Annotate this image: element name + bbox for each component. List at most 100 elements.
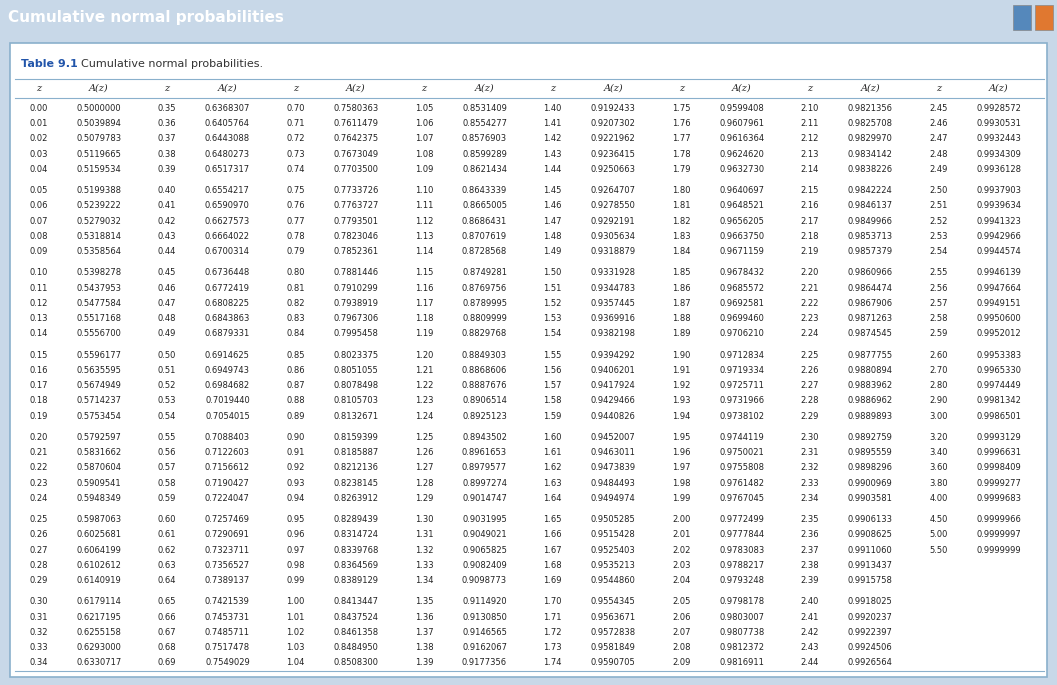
Text: 0.9974449: 0.9974449 [977, 381, 1021, 390]
Text: 0.5039894: 0.5039894 [76, 119, 122, 128]
Text: 0.7156612: 0.7156612 [205, 464, 249, 473]
Text: 1.69: 1.69 [543, 576, 562, 585]
Text: 0.5596177: 0.5596177 [76, 351, 122, 360]
Text: A(z): A(z) [731, 84, 752, 93]
Text: 0.8105703: 0.8105703 [334, 397, 378, 406]
Text: 0.6700314: 0.6700314 [205, 247, 249, 256]
Text: 0.9838226: 0.9838226 [848, 165, 893, 174]
Text: 2.38: 2.38 [800, 561, 819, 570]
Text: 1.73: 1.73 [543, 643, 562, 652]
Text: 0.9913437: 0.9913437 [848, 561, 893, 570]
Text: 0.8643339: 0.8643339 [462, 186, 507, 195]
Text: 1.14: 1.14 [415, 247, 433, 256]
Text: 0.9344783: 0.9344783 [591, 284, 635, 292]
Text: z: z [165, 84, 169, 93]
Text: 0.14: 0.14 [30, 329, 48, 338]
Text: 0.9926564: 0.9926564 [848, 658, 893, 667]
Text: 1.24: 1.24 [415, 412, 433, 421]
Text: 0.9563671: 0.9563671 [591, 612, 635, 622]
Text: 1.03: 1.03 [286, 643, 304, 652]
Text: 0.7910299: 0.7910299 [334, 284, 378, 292]
Text: 2.31: 2.31 [800, 448, 819, 457]
Text: 0.8769756: 0.8769756 [462, 284, 507, 292]
Text: 0.7485711: 0.7485711 [205, 628, 249, 637]
Text: 0.8023375: 0.8023375 [333, 351, 378, 360]
Text: 1.20: 1.20 [415, 351, 433, 360]
Text: 1.16: 1.16 [415, 284, 433, 292]
Text: 1.46: 1.46 [543, 201, 562, 210]
Text: 0.9803007: 0.9803007 [719, 612, 764, 622]
Text: 0.02: 0.02 [30, 134, 48, 143]
Text: 2.43: 2.43 [800, 643, 819, 652]
Text: A(z): A(z) [347, 84, 366, 93]
Text: 0.5477584: 0.5477584 [76, 299, 122, 308]
Text: 2.45: 2.45 [929, 104, 947, 113]
Text: 1.86: 1.86 [672, 284, 690, 292]
Text: 0.92: 0.92 [286, 464, 304, 473]
Text: 2.12: 2.12 [800, 134, 819, 143]
Text: 0.9264707: 0.9264707 [591, 186, 635, 195]
Text: 1.17: 1.17 [415, 299, 433, 308]
Text: 0.7580363: 0.7580363 [333, 104, 378, 113]
Text: 0.9318879: 0.9318879 [591, 247, 635, 256]
Text: 1.83: 1.83 [672, 232, 690, 241]
Text: 0.7019440: 0.7019440 [205, 397, 249, 406]
Text: 0.9236415: 0.9236415 [591, 149, 635, 159]
Text: 0.9719334: 0.9719334 [719, 366, 764, 375]
Text: 0.7642375: 0.7642375 [333, 134, 378, 143]
Text: A(z): A(z) [989, 84, 1008, 93]
Text: 0.7257469: 0.7257469 [205, 515, 249, 524]
Text: 1.41: 1.41 [543, 119, 562, 128]
Text: 1.78: 1.78 [672, 149, 690, 159]
Text: 0.6330717: 0.6330717 [76, 658, 122, 667]
Text: A(z): A(z) [89, 84, 109, 93]
Text: 0.7995458: 0.7995458 [334, 329, 378, 338]
Text: 0.7793501: 0.7793501 [334, 216, 378, 225]
Text: 2.15: 2.15 [800, 186, 819, 195]
Text: 0.7881446: 0.7881446 [333, 269, 378, 277]
Text: 0.6140919: 0.6140919 [76, 576, 122, 585]
Text: 2.27: 2.27 [800, 381, 819, 390]
Text: 2.13: 2.13 [800, 149, 819, 159]
Text: 2.21: 2.21 [800, 284, 819, 292]
Text: 0.74: 0.74 [286, 165, 304, 174]
Text: 0.39: 0.39 [157, 165, 177, 174]
Text: 1.08: 1.08 [415, 149, 433, 159]
Text: 1.35: 1.35 [415, 597, 433, 606]
Text: 0.5119665: 0.5119665 [76, 149, 122, 159]
Text: 0.9772499: 0.9772499 [719, 515, 764, 524]
Text: 3.60: 3.60 [929, 464, 948, 473]
Text: 1.36: 1.36 [414, 612, 433, 622]
Text: 0.27: 0.27 [30, 546, 48, 555]
Text: 0.90: 0.90 [286, 433, 304, 442]
Text: 0.9663750: 0.9663750 [719, 232, 764, 241]
FancyBboxPatch shape [10, 43, 1047, 677]
Text: 0.8979577: 0.8979577 [462, 464, 507, 473]
Text: 0.40: 0.40 [157, 186, 177, 195]
Text: 2.47: 2.47 [929, 134, 948, 143]
Text: 0.06: 0.06 [30, 201, 48, 210]
Text: 0.9544860: 0.9544860 [591, 576, 635, 585]
Text: 0.9895559: 0.9895559 [848, 448, 893, 457]
Text: 1.66: 1.66 [543, 530, 562, 540]
Text: 0.9900969: 0.9900969 [848, 479, 893, 488]
Text: Cumulative normal probabilities: Cumulative normal probabilities [8, 10, 284, 25]
Text: 0.8339768: 0.8339768 [333, 546, 378, 555]
Text: 0.9936128: 0.9936128 [977, 165, 1021, 174]
Text: 0.5753454: 0.5753454 [76, 412, 122, 421]
Text: 0.55: 0.55 [157, 433, 177, 442]
Text: 1.23: 1.23 [415, 397, 433, 406]
Text: 2.57: 2.57 [929, 299, 948, 308]
Text: 0.9911060: 0.9911060 [848, 546, 893, 555]
Text: 0.6772419: 0.6772419 [205, 284, 249, 292]
FancyBboxPatch shape [1035, 5, 1053, 29]
Text: 2.32: 2.32 [800, 464, 819, 473]
Text: 1.59: 1.59 [543, 412, 562, 421]
Text: 0.45: 0.45 [157, 269, 177, 277]
Text: 0.73: 0.73 [286, 149, 304, 159]
Text: 0.6293000: 0.6293000 [76, 643, 122, 652]
Text: 0.8531409: 0.8531409 [462, 104, 507, 113]
Text: 0.9993129: 0.9993129 [977, 433, 1021, 442]
Text: 2.25: 2.25 [800, 351, 819, 360]
Text: z: z [422, 84, 427, 93]
